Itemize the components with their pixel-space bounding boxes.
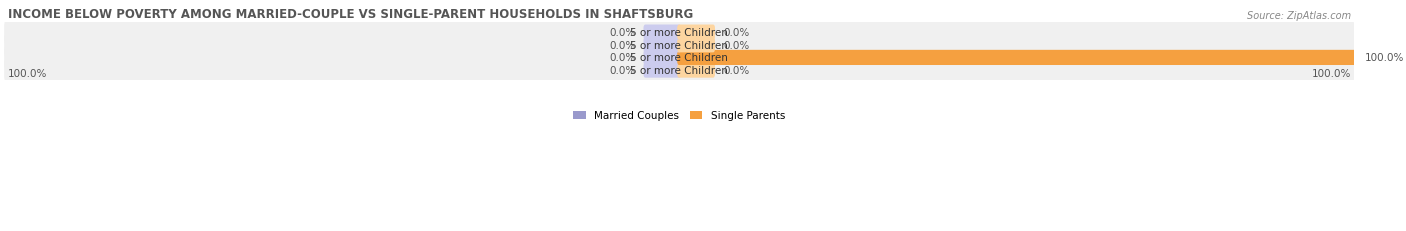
Text: 5 or more Children: 5 or more Children <box>630 53 728 63</box>
Text: 0.0%: 0.0% <box>609 66 636 76</box>
FancyBboxPatch shape <box>678 63 716 78</box>
FancyBboxPatch shape <box>678 38 716 53</box>
FancyBboxPatch shape <box>644 25 682 40</box>
FancyBboxPatch shape <box>644 51 682 66</box>
Legend: Married Couples, Single Parents: Married Couples, Single Parents <box>569 107 789 125</box>
FancyBboxPatch shape <box>4 46 1354 70</box>
Text: 0.0%: 0.0% <box>609 28 636 38</box>
Text: 100.0%: 100.0% <box>7 69 46 79</box>
Text: 0.0%: 0.0% <box>609 53 636 63</box>
FancyBboxPatch shape <box>644 63 682 78</box>
Text: Source: ZipAtlas.com: Source: ZipAtlas.com <box>1247 11 1351 21</box>
Text: 100.0%: 100.0% <box>1312 69 1351 79</box>
FancyBboxPatch shape <box>644 38 682 53</box>
FancyBboxPatch shape <box>4 58 1354 83</box>
FancyBboxPatch shape <box>678 25 716 40</box>
Text: 100.0%: 100.0% <box>1364 53 1403 63</box>
FancyBboxPatch shape <box>678 51 1357 66</box>
Text: 5 or more Children: 5 or more Children <box>630 41 728 51</box>
Text: 5 or more Children: 5 or more Children <box>630 66 728 76</box>
Text: INCOME BELOW POVERTY AMONG MARRIED-COUPLE VS SINGLE-PARENT HOUSEHOLDS IN SHAFTSB: INCOME BELOW POVERTY AMONG MARRIED-COUPL… <box>7 8 693 21</box>
Text: 0.0%: 0.0% <box>609 41 636 51</box>
FancyBboxPatch shape <box>4 21 1354 45</box>
Text: 0.0%: 0.0% <box>723 66 749 76</box>
Text: 0.0%: 0.0% <box>723 41 749 51</box>
Text: 5 or more Children: 5 or more Children <box>630 28 728 38</box>
FancyBboxPatch shape <box>4 33 1354 58</box>
Text: 0.0%: 0.0% <box>723 28 749 38</box>
